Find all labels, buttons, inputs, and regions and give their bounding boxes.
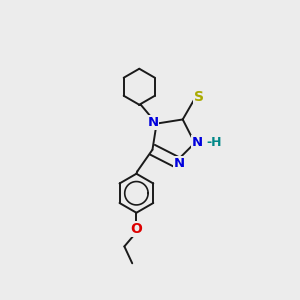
- Text: N: N: [192, 136, 203, 149]
- Text: -H: -H: [206, 136, 222, 149]
- Text: N: N: [173, 157, 184, 170]
- Text: N: N: [147, 116, 159, 129]
- Text: O: O: [130, 222, 142, 236]
- Text: S: S: [194, 90, 204, 104]
